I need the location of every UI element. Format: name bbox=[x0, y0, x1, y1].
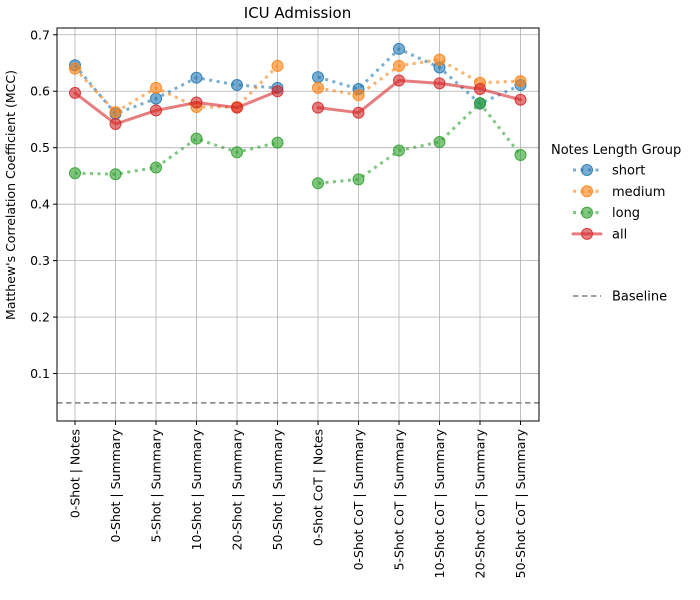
data-point-all bbox=[393, 74, 405, 87]
data-point-long bbox=[69, 167, 81, 180]
y-tick-label: 0.6 bbox=[30, 84, 50, 99]
y-tick-label: 0.1 bbox=[30, 366, 50, 381]
series-layer bbox=[69, 42, 527, 190]
data-point-all bbox=[474, 82, 486, 95]
data-point-long bbox=[271, 136, 284, 149]
data-point-long bbox=[190, 132, 203, 145]
data-point-long bbox=[474, 97, 486, 110]
x-tick-label: 0-Shot CoT | Summary bbox=[351, 428, 366, 570]
plot-frame bbox=[56, 27, 540, 422]
y-tick-label: 0.7 bbox=[30, 27, 50, 42]
x-tick-label: 0-Shot | Summary bbox=[108, 428, 123, 542]
data-point-all bbox=[352, 106, 365, 119]
legend-title: Notes Length Group bbox=[551, 143, 681, 158]
legend-label-medium: medium bbox=[612, 185, 665, 200]
data-point-long bbox=[393, 144, 405, 157]
data-point-all bbox=[190, 96, 203, 109]
series-line-short bbox=[317, 47, 522, 106]
data-point-short bbox=[393, 42, 405, 55]
data-point-long bbox=[150, 161, 162, 174]
y-tick-label: 0.5 bbox=[30, 140, 50, 155]
y-tick-label: 0.3 bbox=[30, 253, 50, 268]
data-point-all bbox=[150, 104, 162, 117]
series-line-medium bbox=[73, 64, 279, 114]
series-line-long bbox=[74, 137, 278, 176]
x-tick-label: 5-Shot | Summary bbox=[149, 428, 164, 542]
data-point-all bbox=[312, 101, 324, 114]
y-tick-label: 0.2 bbox=[30, 310, 50, 325]
legend: Notes Length Group short medium long all Bas… bbox=[551, 143, 681, 305]
data-point-long bbox=[433, 136, 446, 149]
data-point-short bbox=[150, 92, 162, 105]
legend-label-baseline: Baseline bbox=[612, 290, 667, 305]
data-point-medium bbox=[352, 89, 365, 102]
series-long bbox=[69, 97, 527, 190]
x-tick-label: 50-Shot CoT | Summary bbox=[513, 428, 528, 578]
legend-marker-all bbox=[581, 227, 593, 240]
x-tick-label: 20-Shot | Summary bbox=[230, 428, 245, 550]
data-point-all bbox=[231, 101, 243, 114]
series-line-short bbox=[73, 64, 278, 116]
x-tick-label: 0-Shot | Notes bbox=[68, 429, 83, 518]
axes: 0.1 0.2 0.3 0.4 0.5 0.6 0.7 0-Shot | Notes 0-Sho… bbox=[30, 27, 540, 578]
data-point-medium bbox=[271, 59, 284, 72]
data-point-medium bbox=[109, 106, 122, 119]
data-point-short bbox=[231, 79, 243, 92]
data-point-all bbox=[271, 85, 284, 98]
plot-background bbox=[57, 28, 539, 421]
plot-area bbox=[57, 28, 539, 421]
legend-label-long: long bbox=[612, 206, 640, 221]
legend-marker-medium bbox=[581, 185, 593, 198]
chart-title: ICU Admission bbox=[244, 4, 351, 22]
data-point-all bbox=[69, 86, 81, 99]
data-point-long bbox=[514, 149, 527, 162]
data-point-medium bbox=[150, 81, 162, 94]
data-point-medium bbox=[514, 75, 527, 88]
data-point-all bbox=[433, 77, 446, 90]
data-point-medium bbox=[433, 53, 446, 66]
data-point-all bbox=[109, 117, 122, 130]
x-tick-label: 0-Shot CoT | Notes bbox=[311, 429, 326, 546]
data-point-medium bbox=[69, 62, 81, 75]
data-point-long bbox=[352, 173, 365, 186]
legend-label-short: short bbox=[612, 164, 645, 179]
series-line-all bbox=[73, 89, 279, 126]
x-tick-label: 5-Shot CoT | Summary bbox=[392, 428, 407, 570]
data-point-all bbox=[514, 93, 527, 106]
series-all bbox=[69, 74, 527, 130]
legend-marker-short bbox=[581, 164, 593, 176]
data-point-long bbox=[109, 168, 122, 181]
series-line-all bbox=[316, 79, 522, 115]
data-point-short bbox=[312, 71, 324, 84]
x-tick-label: 10-Shot CoT | Summary bbox=[432, 428, 447, 578]
data-point-medium bbox=[393, 59, 405, 72]
legend-marker-long bbox=[581, 206, 593, 219]
data-point-long bbox=[231, 146, 243, 159]
x-tick-label: 10-Shot | Summary bbox=[189, 428, 204, 550]
data-point-long bbox=[312, 177, 324, 190]
data-point-short bbox=[190, 71, 203, 84]
x-tick-label: 20-Shot CoT | Summary bbox=[473, 428, 488, 578]
data-point-medium bbox=[312, 81, 324, 94]
legend-label-all: all bbox=[612, 227, 627, 242]
x-tick-label: 50-Shot | Summary bbox=[270, 428, 285, 550]
y-axis-title: Matthew's Correlation Coefficient (MCC) bbox=[3, 70, 18, 320]
y-tick-label: 0.4 bbox=[30, 197, 50, 212]
